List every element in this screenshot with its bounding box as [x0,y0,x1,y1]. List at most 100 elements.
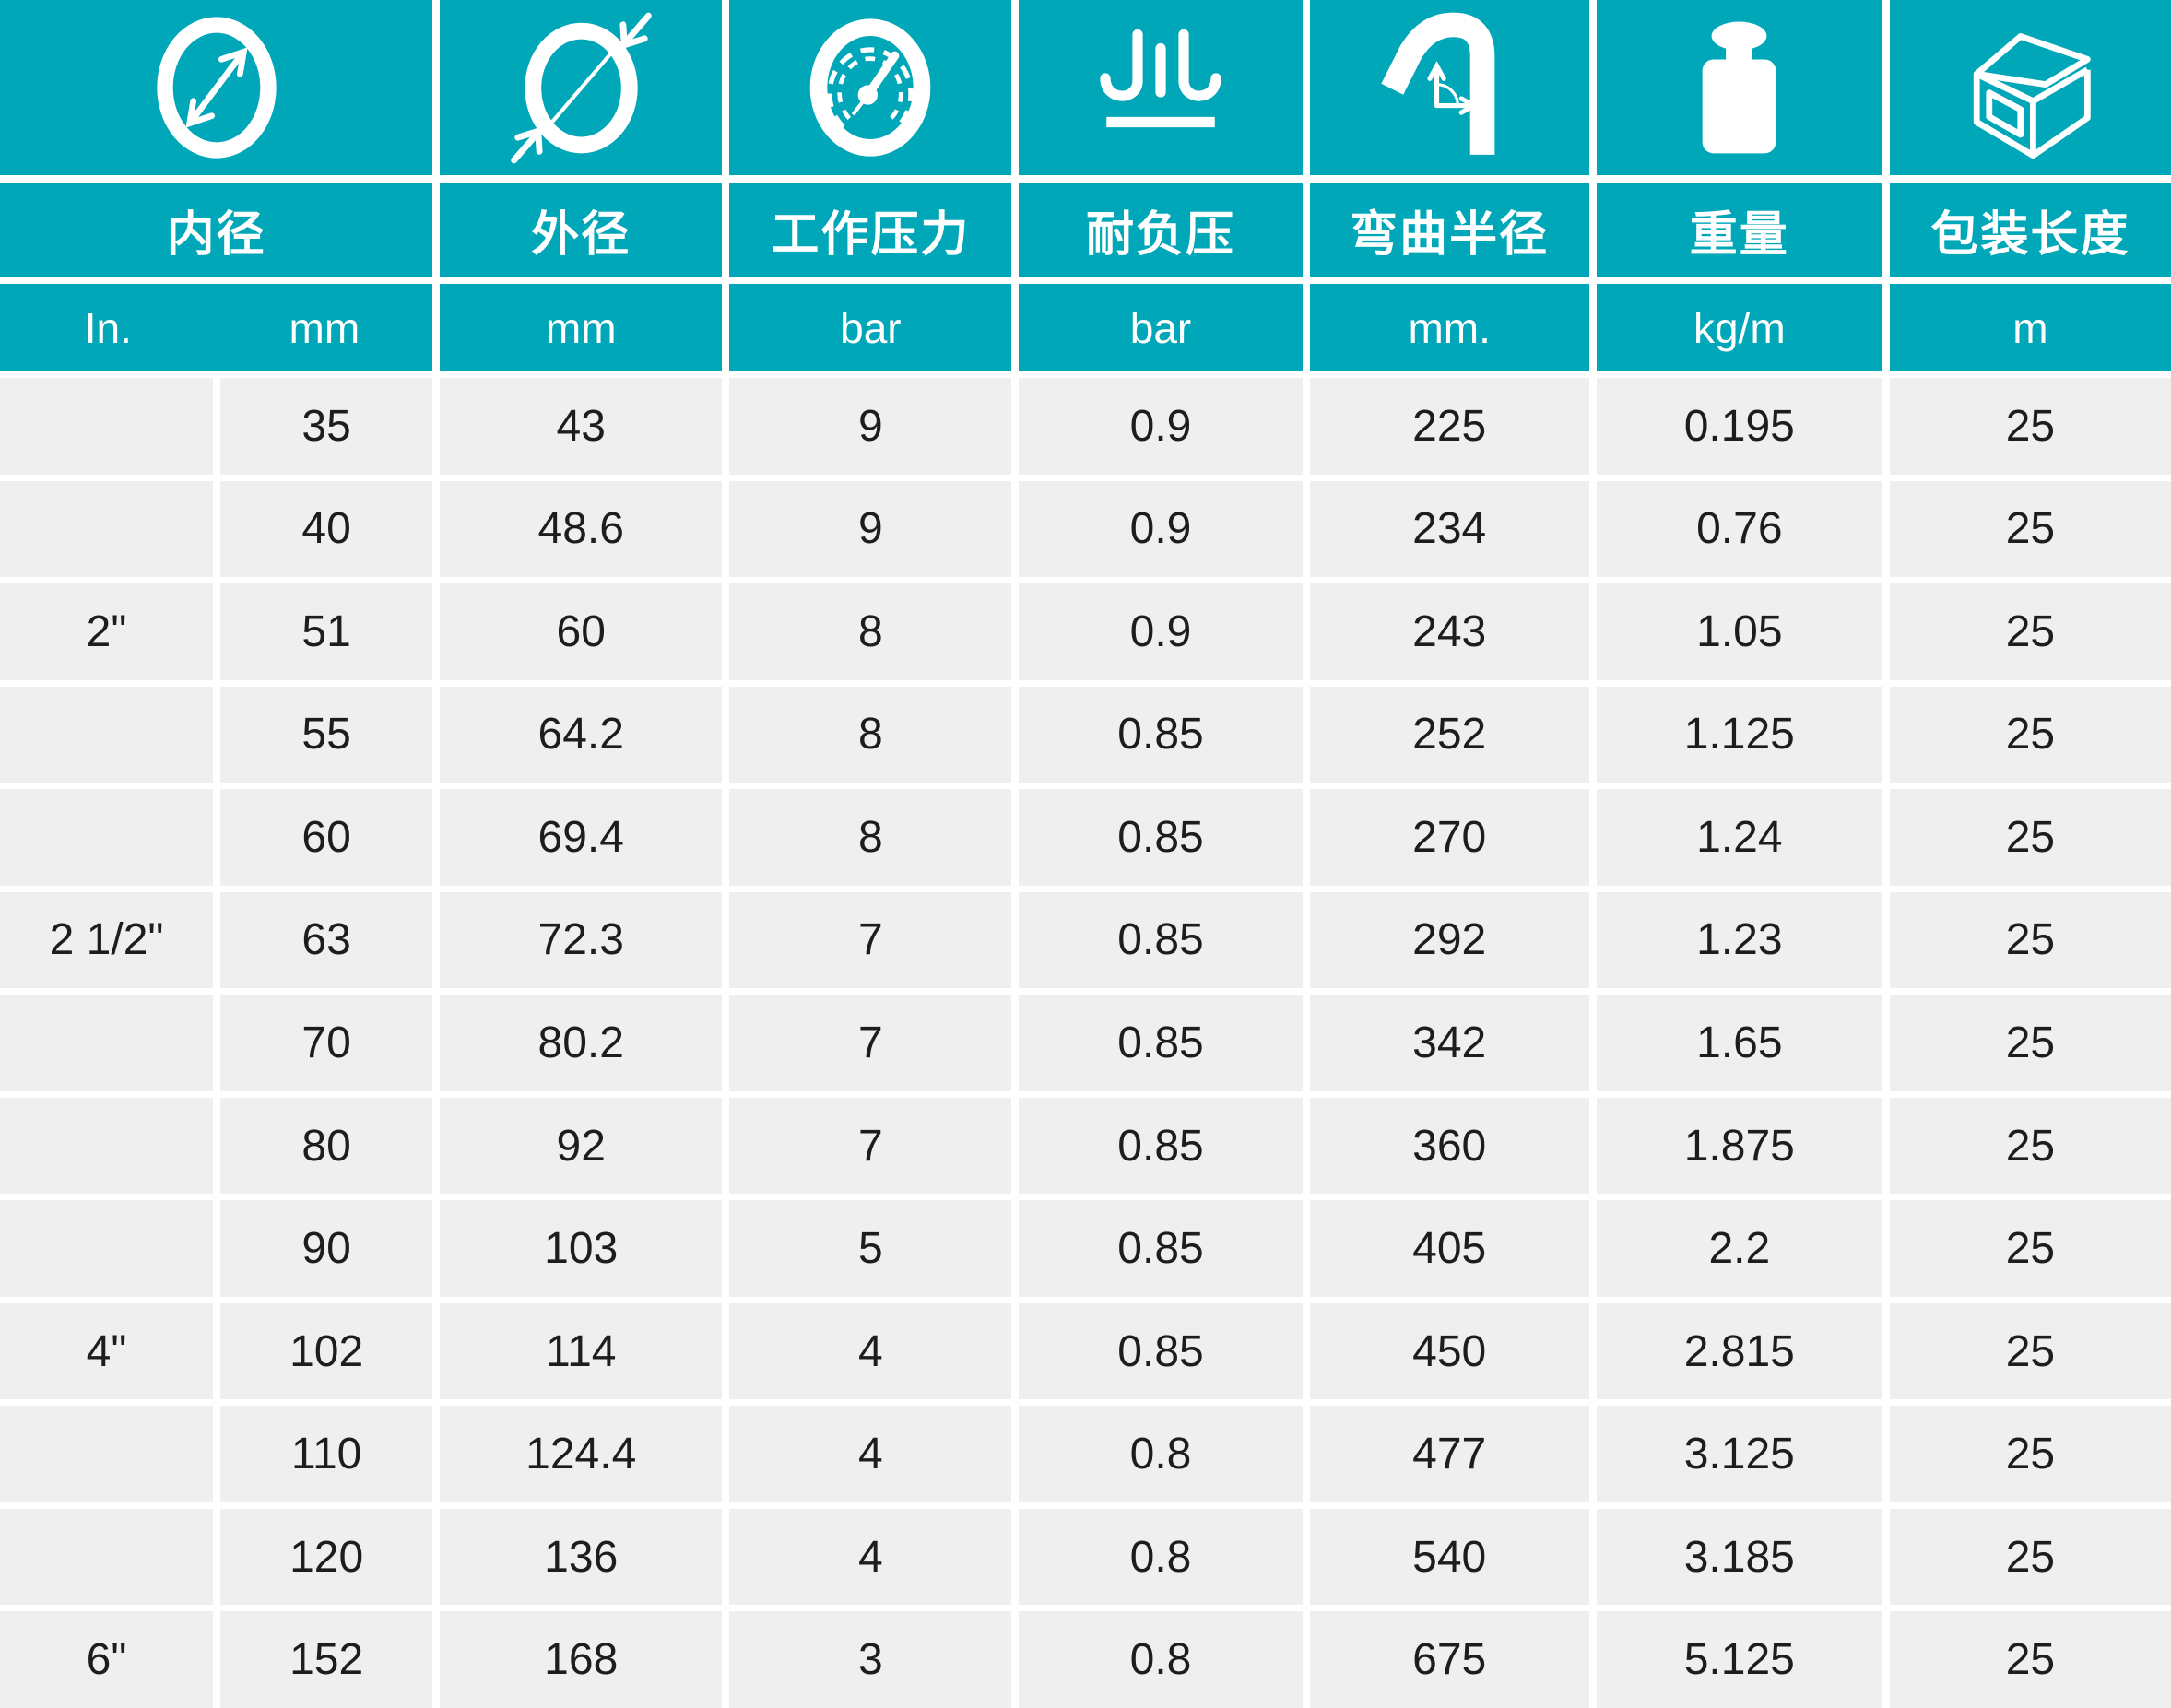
cell: 2.2 [1596,1200,1882,1297]
cell: 80 [220,1097,433,1195]
cell: 0.8 [1019,1508,1303,1606]
cell: 110 [220,1406,433,1502]
cell: 25 [1889,1097,2171,1195]
cell: 477 [1309,1406,1589,1502]
cell: 9 [729,480,1012,578]
table-row: 70 80.2 7 0.85 342 1.65 25 [0,995,2171,1091]
cell: 1.65 [1596,995,1882,1091]
cell: 25 [1889,686,2171,783]
cell: 405 [1309,1200,1589,1297]
cell: 0.195 [1596,378,1882,475]
cell [0,995,214,1091]
cell: 70 [220,995,433,1091]
cell: 124.4 [440,1406,723,1502]
table-row: 60 69.4 8 0.85 270 1.24 25 [0,789,2171,886]
cell: 63 [220,891,433,989]
cell: 5.125 [1596,1611,1882,1708]
cell: 0.9 [1019,583,1303,680]
table-header: 内径 外径 工作压力 耐负压 弯曲半径 重量 包装长度 In. mm mm ba… [0,0,2171,371]
cell: 234 [1309,480,1589,578]
table-body: 35 43 9 0.9 225 0.195 25 40 48.6 9 0.9 2… [0,378,2171,1708]
cell [0,1200,214,1297]
package-length-icon [1889,0,2171,175]
cell: 25 [1889,1508,2171,1606]
cell: 51 [220,583,433,680]
unit-label: m [2012,303,2048,352]
cell: 25 [1889,1302,2171,1400]
cell [0,789,214,886]
cell [0,686,214,783]
cell: 25 [1889,891,2171,989]
cell: 25 [1889,1611,2171,1708]
cell: 168 [440,1611,723,1708]
column-label: 包装长度 [1930,207,2130,262]
cell: 0.85 [1019,891,1303,989]
cell: 43 [440,378,723,475]
cell: 25 [1889,378,2171,475]
cell: 0.85 [1019,1200,1303,1297]
cell: 25 [1889,583,2171,680]
cell: 114 [440,1302,723,1400]
table-row: 2 1/2" 63 72.3 7 0.85 292 1.23 25 [0,891,2171,989]
cell: 92 [440,1097,723,1195]
cell: 103 [440,1200,723,1297]
cell: 40 [220,480,433,578]
cell: 60 [440,583,723,680]
column-label: 重量 [1689,207,1789,262]
cell: 1.23 [1596,891,1882,989]
cell: 35 [220,378,433,475]
cell: 25 [1889,1406,2171,1502]
cell: 120 [220,1508,433,1606]
cell: 6" [0,1611,214,1708]
outer-diameter-icon [440,0,723,175]
cell: 1.125 [1596,686,1882,783]
cell: 0.76 [1596,480,1882,578]
table-row: 2" 51 60 8 0.9 243 1.05 25 [0,583,2171,680]
unit-label: kg/m [1693,303,1786,352]
column-label: 工作压力 [771,207,971,262]
cell: 4" [0,1302,214,1400]
cell [0,1097,214,1195]
icon-row [0,0,2171,175]
cell: 80.2 [440,995,723,1091]
cell: 3.125 [1596,1406,1882,1502]
cell: 0.85 [1019,686,1303,783]
cell: 2.815 [1596,1302,1882,1400]
cell: 72.3 [440,891,723,989]
unit-label: mm. [1408,303,1491,352]
cell: 7 [729,1097,1012,1195]
label-row: 内径 外径 工作压力 耐负压 弯曲半径 重量 包装长度 [0,183,2171,277]
cell: 8 [729,686,1012,783]
cell: 252 [1309,686,1589,783]
cell [0,1406,214,1502]
cell: 270 [1309,789,1589,886]
cell: 292 [1309,891,1589,989]
cell: 0.85 [1019,995,1303,1091]
column-label: 耐负压 [1085,207,1235,262]
cell: 25 [1889,789,2171,886]
cell: 69.4 [440,789,723,886]
cell: 5 [729,1200,1012,1297]
unit-label: mm [545,303,617,352]
cell: 1.875 [1596,1097,1882,1195]
cell: 4 [729,1508,1012,1606]
cell: 152 [220,1611,433,1708]
cell: 9 [729,378,1012,475]
inner-diameter-icon [0,0,433,175]
table-row: 90 103 5 0.85 405 2.2 25 [0,1200,2171,1297]
cell: 4 [729,1406,1012,1502]
cell: 0.85 [1019,789,1303,886]
cell: 0.8 [1019,1406,1303,1502]
cell: 540 [1309,1508,1589,1606]
cell: 0.85 [1019,1097,1303,1195]
cell: 90 [220,1200,433,1297]
cell: 25 [1889,995,2171,1091]
cell: 55 [220,686,433,783]
unit-label: bar [840,303,902,352]
units-row: In. mm mm bar bar mm. kg/m m [0,284,2171,371]
unit-label: mm [289,303,360,352]
cell: 8 [729,789,1012,886]
cell: 25 [1889,1200,2171,1297]
cell: 3 [729,1611,1012,1708]
